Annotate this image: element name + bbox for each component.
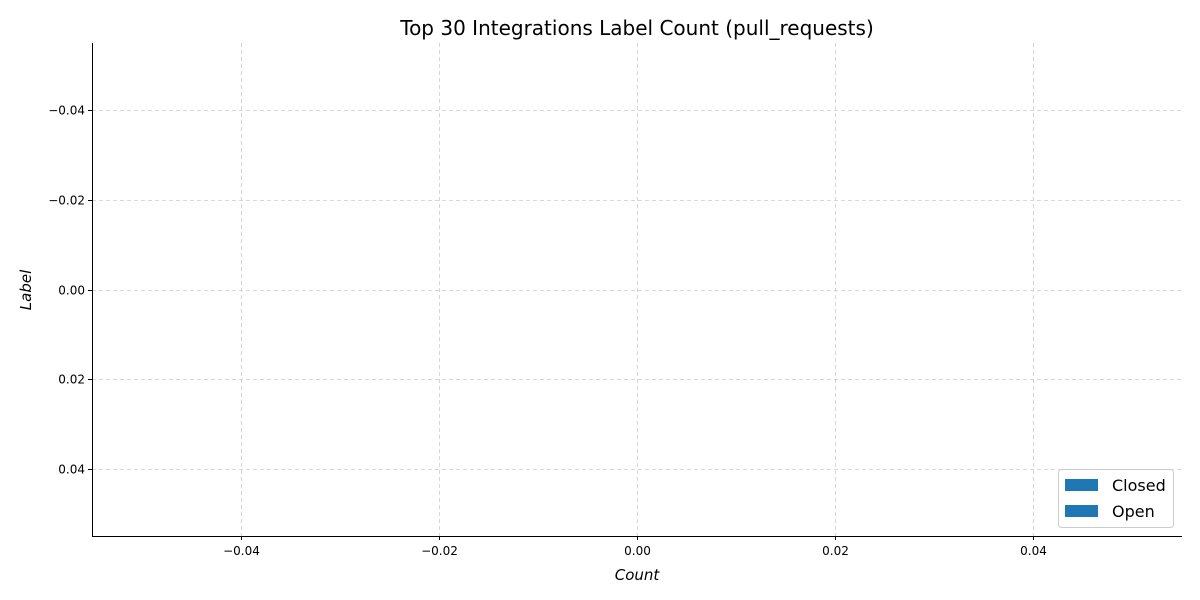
x-tick-label: −0.02 (421, 544, 458, 558)
legend-label-closed: Closed (1112, 476, 1166, 495)
y-tick-label: 0.02 (58, 373, 85, 387)
legend-swatch-closed (1065, 479, 1098, 491)
y-ticks: −0.04 −0.02 0.00 0.02 0.04 (48, 104, 92, 477)
y-axis-label: Label (17, 269, 35, 310)
x-tick-label: 0.02 (822, 544, 849, 558)
y-tick-label: −0.02 (48, 194, 85, 208)
chart-title: Top 30 Integrations Label Count (pull_re… (399, 16, 874, 40)
x-tick-label: −0.04 (223, 544, 260, 558)
x-ticks: −0.04 −0.02 0.00 0.02 0.04 (223, 536, 1047, 558)
y-tick-label: −0.04 (48, 104, 85, 118)
x-axis-label: Count (615, 566, 661, 584)
legend-swatch-open (1065, 505, 1098, 517)
grid (92, 43, 1182, 536)
legend-label-open: Open (1112, 502, 1155, 521)
x-tick-label: 0.00 (624, 544, 651, 558)
legend: Closed Open (1058, 469, 1174, 528)
x-tick-label: 0.04 (1020, 544, 1047, 558)
y-tick-label: 0.00 (58, 284, 85, 298)
y-tick-label: 0.04 (58, 463, 85, 477)
